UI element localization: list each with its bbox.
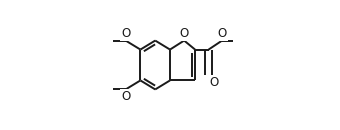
Text: O: O — [218, 27, 227, 40]
Text: O: O — [121, 90, 130, 103]
Text: O: O — [121, 27, 130, 40]
Text: O: O — [180, 27, 189, 40]
Text: O: O — [210, 76, 219, 89]
